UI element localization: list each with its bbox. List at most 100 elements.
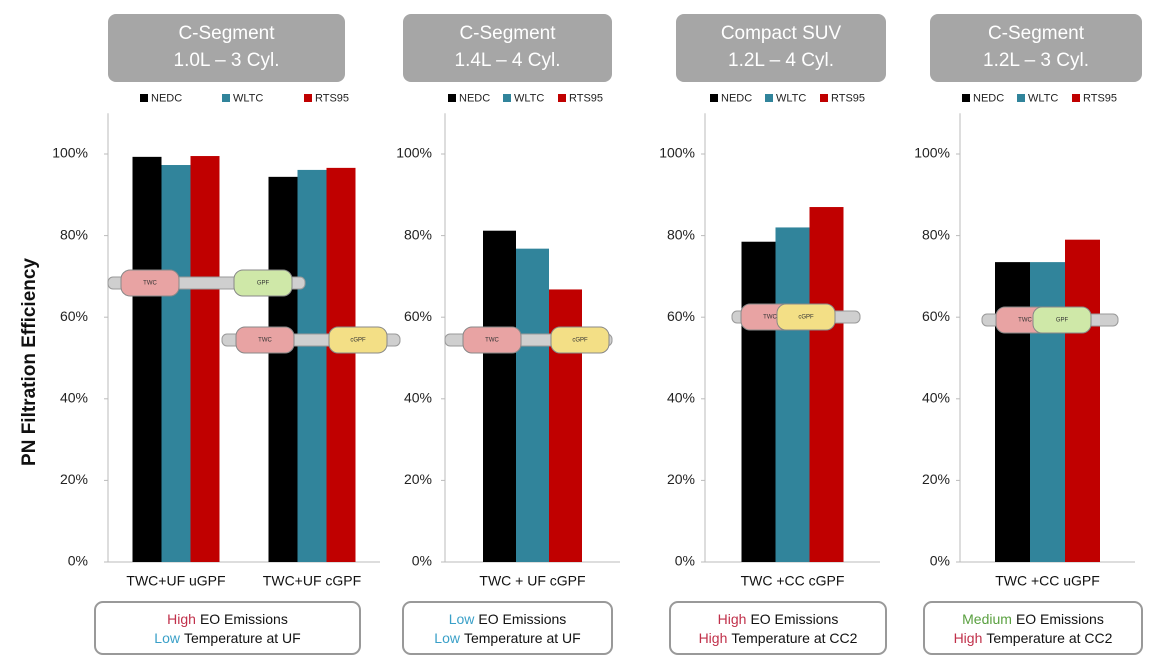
note-level: Low [449, 611, 476, 627]
y-tick-label: 60% [667, 308, 695, 324]
note-text: Temperature at CC2 [731, 630, 857, 646]
catalyst-label: TWC [258, 338, 272, 344]
legend-swatch [558, 94, 566, 102]
note-line: Low EO Emissions [449, 611, 567, 627]
note-line: High EO Emissions [718, 611, 839, 627]
note-box [94, 601, 361, 655]
header-title: C-Segment [459, 23, 556, 44]
legend-swatch [304, 94, 312, 102]
catalyst-label: GPF [1056, 318, 1069, 324]
note-level: High [699, 630, 728, 646]
note-text: Temperature at UF [464, 630, 581, 646]
y-tick-label: 100% [396, 145, 432, 161]
header-subtitle: 1.2L – 3 Cyl. [983, 50, 1089, 71]
bar [190, 156, 220, 563]
header-subtitle: 1.0L – 3 Cyl. [174, 50, 280, 71]
catalyst [462, 326, 522, 354]
x-tick-label: TWC+UF cGPF [263, 573, 361, 589]
note-box [669, 601, 887, 655]
y-tick-label: 100% [914, 145, 950, 161]
legend-label: RTS95 [1083, 92, 1117, 104]
y-tick-label: 0% [675, 553, 695, 569]
catalyst [1032, 306, 1092, 334]
y-tick-label: 60% [922, 308, 950, 324]
y-tick-label: 60% [404, 308, 432, 324]
bar [516, 248, 549, 562]
header-box [403, 14, 612, 82]
bar [268, 176, 298, 562]
catalyst-label: TWC [1018, 318, 1032, 324]
note-line: High Temperature at CC2 [699, 630, 858, 646]
catalyst-label: cGPF [350, 338, 366, 344]
catalyst [550, 326, 610, 354]
legend-swatch [448, 94, 456, 102]
bar [809, 207, 844, 563]
y-tick-label: 0% [68, 553, 88, 569]
legend-label: WLTC [776, 92, 806, 104]
legend-label: NEDC [721, 92, 752, 104]
note-box [402, 601, 613, 655]
note-text: EO Emissions [200, 611, 288, 627]
note-line: Low Temperature at UF [434, 630, 580, 646]
catalyst [235, 326, 295, 354]
note-line: High Temperature at CC2 [954, 630, 1113, 646]
legend-label: WLTC [233, 92, 263, 104]
header-box [676, 14, 886, 82]
x-tick-label: TWC + UF cGPF [479, 573, 585, 589]
header-subtitle: 1.2L – 4 Cyl. [728, 50, 834, 71]
note-line: High EO Emissions [167, 611, 288, 627]
legend-label: NEDC [459, 92, 490, 104]
y-tick-label: 40% [60, 390, 88, 406]
catalyst-label: TWC [763, 315, 777, 321]
catalyst [776, 303, 836, 331]
note-text: Temperature at UF [184, 630, 301, 646]
y-tick-label: 20% [922, 471, 950, 487]
bar [161, 165, 191, 563]
note-text: EO Emissions [750, 611, 838, 627]
legend-label: WLTC [514, 92, 544, 104]
note-level: High [954, 630, 983, 646]
x-tick-label: TWC+UF uGPF [126, 573, 225, 589]
y-tick-label: 80% [404, 226, 432, 242]
legend-swatch [962, 94, 970, 102]
legend-swatch [503, 94, 511, 102]
catalyst-label: cGPF [798, 315, 814, 321]
catalyst [328, 326, 388, 354]
catalyst [120, 269, 180, 297]
y-tick-label: 20% [404, 471, 432, 487]
note-text: EO Emissions [1016, 611, 1104, 627]
header-title: C-Segment [178, 23, 275, 44]
legend-label: NEDC [151, 92, 182, 104]
note-line: Medium EO Emissions [962, 611, 1104, 627]
y-tick-label: 60% [60, 308, 88, 324]
bar [483, 230, 516, 563]
note-level: Low [154, 630, 181, 646]
header-subtitle: 1.4L – 4 Cyl. [455, 50, 561, 71]
legend-label: RTS95 [831, 92, 865, 104]
y-tick-label: 100% [52, 145, 88, 161]
header-title: Compact SUV [721, 23, 842, 44]
catalyst-label: cGPF [572, 338, 588, 344]
header-box [108, 14, 345, 82]
y-tick-label: 20% [667, 471, 695, 487]
legend-swatch [222, 94, 230, 102]
legend-label: RTS95 [569, 92, 603, 104]
y-tick-label: 0% [930, 553, 950, 569]
legend-label: WLTC [1028, 92, 1058, 104]
x-tick-label: TWC +CC uGPF [995, 573, 1100, 589]
bar [297, 169, 327, 563]
note-text: Temperature at CC2 [986, 630, 1112, 646]
bar [1065, 239, 1100, 562]
y-tick-label: 100% [659, 145, 695, 161]
legend-label: RTS95 [315, 92, 349, 104]
note-line: Low Temperature at UF [154, 630, 300, 646]
y-tick-label: 80% [922, 226, 950, 242]
note-level: High [718, 611, 747, 627]
bar [132, 156, 162, 562]
bar [326, 167, 356, 562]
legend-swatch [765, 94, 773, 102]
header-title: C-Segment [988, 23, 1085, 44]
legend-swatch [710, 94, 718, 102]
note-level: Medium [962, 611, 1012, 627]
